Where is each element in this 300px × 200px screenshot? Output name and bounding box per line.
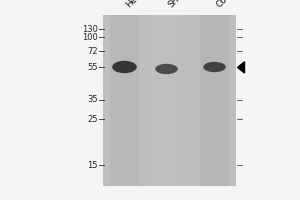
Text: 55: 55 — [87, 62, 98, 72]
Text: 100: 100 — [82, 32, 98, 42]
Bar — [110, 15, 139, 186]
Text: SH-SY5Y: SH-SY5Y — [167, 0, 199, 9]
Ellipse shape — [203, 62, 226, 72]
Bar — [200, 15, 229, 186]
Text: C6: C6 — [214, 0, 229, 9]
Text: 15: 15 — [87, 160, 98, 170]
Text: 25: 25 — [87, 114, 98, 123]
Ellipse shape — [155, 64, 178, 74]
Bar — [152, 15, 181, 186]
Text: 130: 130 — [82, 24, 98, 33]
Text: 72: 72 — [87, 46, 98, 55]
Bar — [103, 15, 236, 186]
Text: Hela: Hela — [124, 0, 145, 9]
Ellipse shape — [112, 61, 137, 73]
Text: 35: 35 — [87, 96, 98, 104]
Polygon shape — [238, 62, 244, 73]
